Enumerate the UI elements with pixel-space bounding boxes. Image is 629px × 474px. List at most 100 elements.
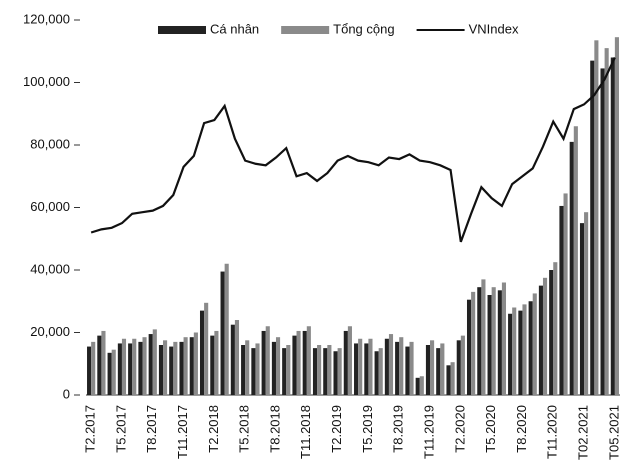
bar [518, 310, 523, 395]
bar [142, 337, 147, 395]
bar [214, 330, 219, 395]
x-tick-label: T5.2017 [113, 405, 128, 453]
bar [614, 37, 619, 395]
bar [579, 223, 585, 395]
bar [594, 40, 599, 395]
y-tick-label: 80,000 [30, 136, 70, 151]
bar [189, 337, 194, 395]
bar [138, 341, 143, 395]
bar [415, 377, 420, 395]
x-tick-label: T11.2019 [421, 405, 436, 459]
bar [327, 345, 332, 395]
bar [241, 345, 246, 395]
bar [491, 287, 496, 395]
bar [399, 337, 404, 395]
bar [234, 320, 240, 395]
bar [148, 334, 153, 395]
x-tick-label: T8.2020 [514, 405, 529, 453]
bar [553, 262, 558, 395]
legend-label: VNIndex [469, 21, 519, 36]
bar [368, 338, 373, 395]
bar [107, 352, 112, 395]
x-tick-label: T2.2018 [206, 405, 221, 453]
bar [388, 334, 394, 395]
bar [508, 313, 513, 395]
x-tick-label: T02.2021 [575, 405, 590, 460]
bar [378, 348, 383, 395]
bar [306, 326, 311, 395]
x-tick-label: T11.2018 [298, 405, 313, 459]
y-tick-label: 120,000 [23, 11, 70, 26]
y-tick-label: 20,000 [30, 324, 70, 339]
bar [549, 270, 554, 395]
y-tick-label: 40,000 [30, 261, 70, 276]
bar [466, 299, 472, 395]
bar [522, 304, 527, 395]
bar [312, 348, 318, 395]
bar [501, 282, 507, 395]
bar [569, 141, 574, 395]
bar [405, 346, 410, 395]
bar [173, 341, 178, 395]
bar [101, 330, 106, 395]
x-tick-label: T8.2019 [391, 405, 406, 453]
legend-label: Tổng cộng [333, 21, 394, 36]
x-tick-label: T5.2018 [237, 405, 252, 453]
bar [265, 326, 270, 395]
line [90, 57, 616, 243]
bar [286, 345, 291, 395]
x-tick-label: T11.2020 [545, 405, 560, 459]
bar [559, 205, 564, 395]
bar [169, 346, 174, 395]
bar [497, 290, 502, 395]
bar [419, 376, 424, 395]
bar [210, 335, 215, 395]
bar [487, 295, 492, 395]
legend-swatch [158, 26, 206, 34]
bar [409, 341, 414, 395]
bar [224, 263, 229, 395]
bar [604, 48, 609, 395]
bar [395, 341, 400, 395]
bar [343, 330, 348, 395]
bar [436, 348, 441, 395]
bar [111, 349, 116, 395]
bar [563, 193, 568, 395]
bar [528, 301, 533, 395]
bar [538, 285, 543, 395]
bar [97, 335, 102, 395]
bar [384, 338, 389, 395]
bar [446, 365, 451, 395]
x-tick-label: T2.2019 [329, 405, 344, 453]
bar [512, 307, 517, 395]
bar [347, 326, 352, 395]
bar [584, 212, 589, 395]
legend: Cá nhân Tổng cộng VNIndex [158, 21, 519, 36]
bar [183, 337, 188, 395]
bar [532, 293, 537, 395]
y-tick-label: 0 [63, 386, 70, 401]
bar [610, 57, 615, 395]
bar [374, 351, 379, 395]
bar [430, 340, 435, 395]
bar [481, 279, 486, 395]
bar [323, 348, 328, 395]
bar [460, 335, 465, 395]
bar [296, 330, 301, 395]
bar [333, 351, 338, 395]
bar [230, 324, 235, 395]
bar [87, 346, 92, 395]
x-tick-label: T11.2017 [175, 405, 190, 459]
bar [364, 343, 369, 395]
bar [590, 60, 595, 395]
bar [199, 310, 205, 395]
bar [275, 337, 281, 395]
bar [271, 341, 276, 395]
bar [302, 330, 307, 395]
bar [450, 362, 455, 395]
bar [179, 341, 184, 395]
legend-swatch [281, 26, 330, 34]
bar [91, 341, 96, 395]
bar [158, 345, 164, 395]
